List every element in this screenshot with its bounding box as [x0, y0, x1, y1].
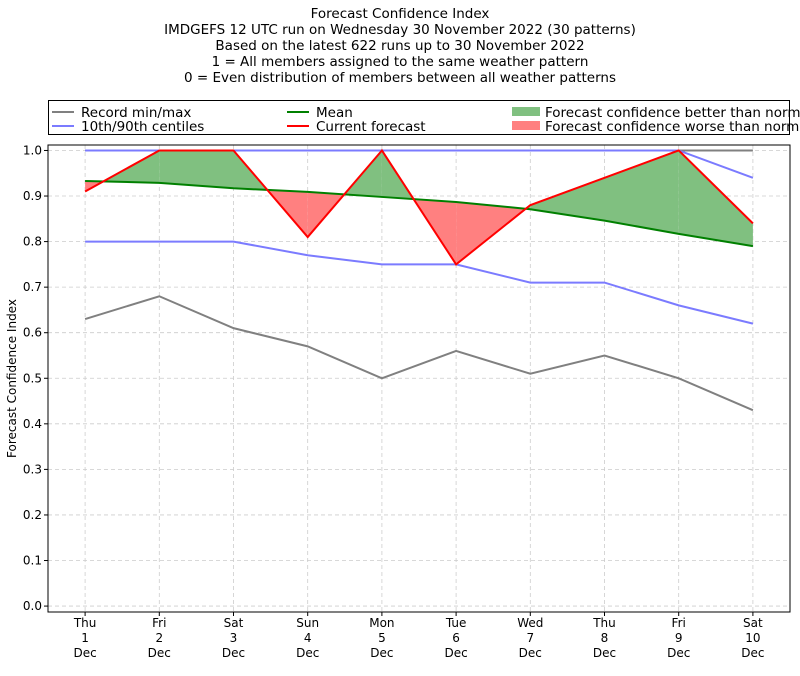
x-tick-label: Thu	[73, 616, 97, 630]
x-tick-label: 5	[378, 631, 386, 645]
y-tick-label: 0.0	[23, 599, 42, 613]
legend-label: Forecast confidence better than normal	[545, 105, 800, 121]
y-tick-label: 0.6	[23, 326, 42, 340]
x-tick-label: Dec	[73, 646, 96, 660]
x-tick-label: 4	[304, 631, 312, 645]
x-tick-label: 9	[675, 631, 683, 645]
series-line-p10	[85, 240, 754, 325]
better-than-normal-area	[530, 177, 605, 221]
x-tick-label: Dec	[370, 646, 393, 660]
y-tick-label: 0.5	[23, 371, 42, 385]
x-tick-label: 8	[601, 631, 609, 645]
y-tick-label: 0.7	[23, 280, 42, 294]
chart-title-line: Forecast Confidence Index	[311, 6, 490, 22]
y-tick-label: 0.9	[23, 189, 42, 203]
x-tick-label: Sat	[224, 616, 244, 630]
x-tick-label: Dec	[444, 646, 467, 660]
x-tick-label: Fri	[672, 616, 686, 630]
plot-frame	[47, 144, 791, 613]
x-tick-label: Dec	[741, 646, 764, 660]
x-tick-label: 1	[81, 631, 89, 645]
x-tick-label: Dec	[593, 646, 616, 660]
x-tick-label: Dec	[222, 646, 245, 660]
x-tick-label: Dec	[296, 646, 319, 660]
legend-swatch	[512, 121, 540, 130]
legend-label: Forecast confidence worse than normal	[545, 119, 800, 135]
legend-swatch	[512, 107, 540, 116]
better-than-normal-area	[604, 150, 679, 234]
chart-title-line: Based on the latest 622 runs up to 30 No…	[215, 38, 584, 54]
y-axis-label: Forecast Confidence Index	[5, 299, 19, 458]
x-tick-label: 2	[155, 631, 163, 645]
y-tick-label: 0.2	[23, 508, 42, 522]
better-than-normal-area	[159, 150, 234, 189]
x-tick-label: 6	[452, 631, 460, 645]
x-tick-label: Mon	[369, 616, 394, 630]
x-tick-label: Sun	[296, 616, 319, 630]
y-tick-label: 0.3	[23, 462, 42, 476]
x-tick-label: Fri	[152, 616, 166, 630]
y-tick-label: 0.8	[23, 235, 42, 249]
x-tick-label: 7	[526, 631, 534, 645]
series-line-mean	[85, 179, 754, 248]
legend-label: Current forecast	[316, 119, 426, 135]
series-line-record_min	[84, 295, 754, 412]
x-tick-label: Sat	[743, 616, 763, 630]
x-tick-label: Wed	[517, 616, 543, 630]
x-tick-label: 10	[745, 631, 760, 645]
y-tick-label: 0.1	[23, 554, 42, 568]
better-than-normal-area	[678, 150, 753, 247]
x-tick-label: Thu	[592, 616, 616, 630]
x-tick-label: Dec	[667, 646, 690, 660]
worse-than-normal-area	[456, 201, 526, 265]
y-tick-label: 1.0	[23, 143, 42, 157]
chart-title-line: 0 = Even distribution of members between…	[184, 70, 616, 86]
x-tick-label: Tue	[445, 616, 467, 630]
legend-label: Mean	[316, 105, 353, 121]
x-tick-label: Dec	[148, 646, 171, 660]
legend-label: Record min/max	[81, 105, 191, 121]
x-tick-label: 3	[230, 631, 238, 645]
x-tick-label: Dec	[519, 646, 542, 660]
legend-label: 10th/90th centiles	[81, 119, 204, 135]
chart-title-line: IMDGEFS 12 UTC run on Wednesday 30 Novem…	[164, 22, 636, 38]
chart-title-line: 1 = All members assigned to the same wea…	[212, 54, 589, 70]
series-line-current	[84, 148, 754, 266]
y-tick-label: 0.4	[23, 417, 42, 431]
legend-box	[48, 100, 790, 135]
